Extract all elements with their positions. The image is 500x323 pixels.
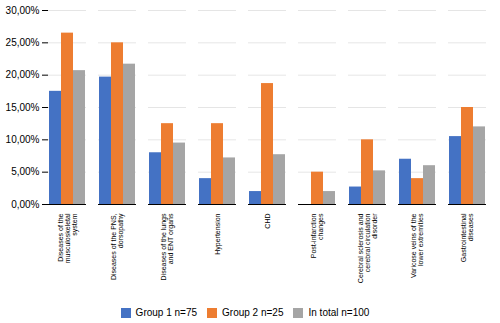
svg-text:Gastrointestinaldiseases: Gastrointestinaldiseases — [460, 213, 474, 262]
svg-text:25,00%: 25,00% — [6, 37, 40, 48]
html-text:Group 1 n=75: Group 1 n=75 — [135, 307, 197, 318]
svg-text:Cerebral sclerosis andcerebral: Cerebral sclerosis andcerebral circulati… — [357, 213, 378, 283]
svg-text:Diseases of the lungsand ENT o: Diseases of the lungsand ENT organs — [160, 213, 175, 280]
svg-text:CHD: CHD — [264, 214, 271, 229]
html-text:In total n=100: In total n=100 — [308, 307, 370, 318]
svg-text:Varicose veins of thelower ext: Varicose veins of thelower extremities — [410, 213, 424, 278]
svg-text:20,00%: 20,00% — [6, 69, 40, 80]
svg-text:Hypertension: Hypertension — [214, 213, 222, 254]
svg-text:0,00%: 0,00% — [11, 199, 39, 210]
svg-text:5,00%: 5,00% — [11, 166, 39, 177]
svg-text:Diseases of themusculoskeletal: Diseases of themusculoskeletalsystem — [57, 213, 79, 263]
svg-text:Post-infarctionchanges: Post-infarctionchanges — [310, 213, 325, 258]
html-text:Group 2 n=25: Group 2 n=25 — [222, 307, 284, 318]
svg-text:10,00%: 10,00% — [6, 134, 40, 145]
svg-text:30,00%: 30,00% — [6, 5, 40, 16]
svg-text:Diseases of the PNS,dorsopathy: Diseases of the PNS,dorsopathy — [110, 213, 125, 280]
svg-text:15,00%: 15,00% — [6, 102, 40, 113]
